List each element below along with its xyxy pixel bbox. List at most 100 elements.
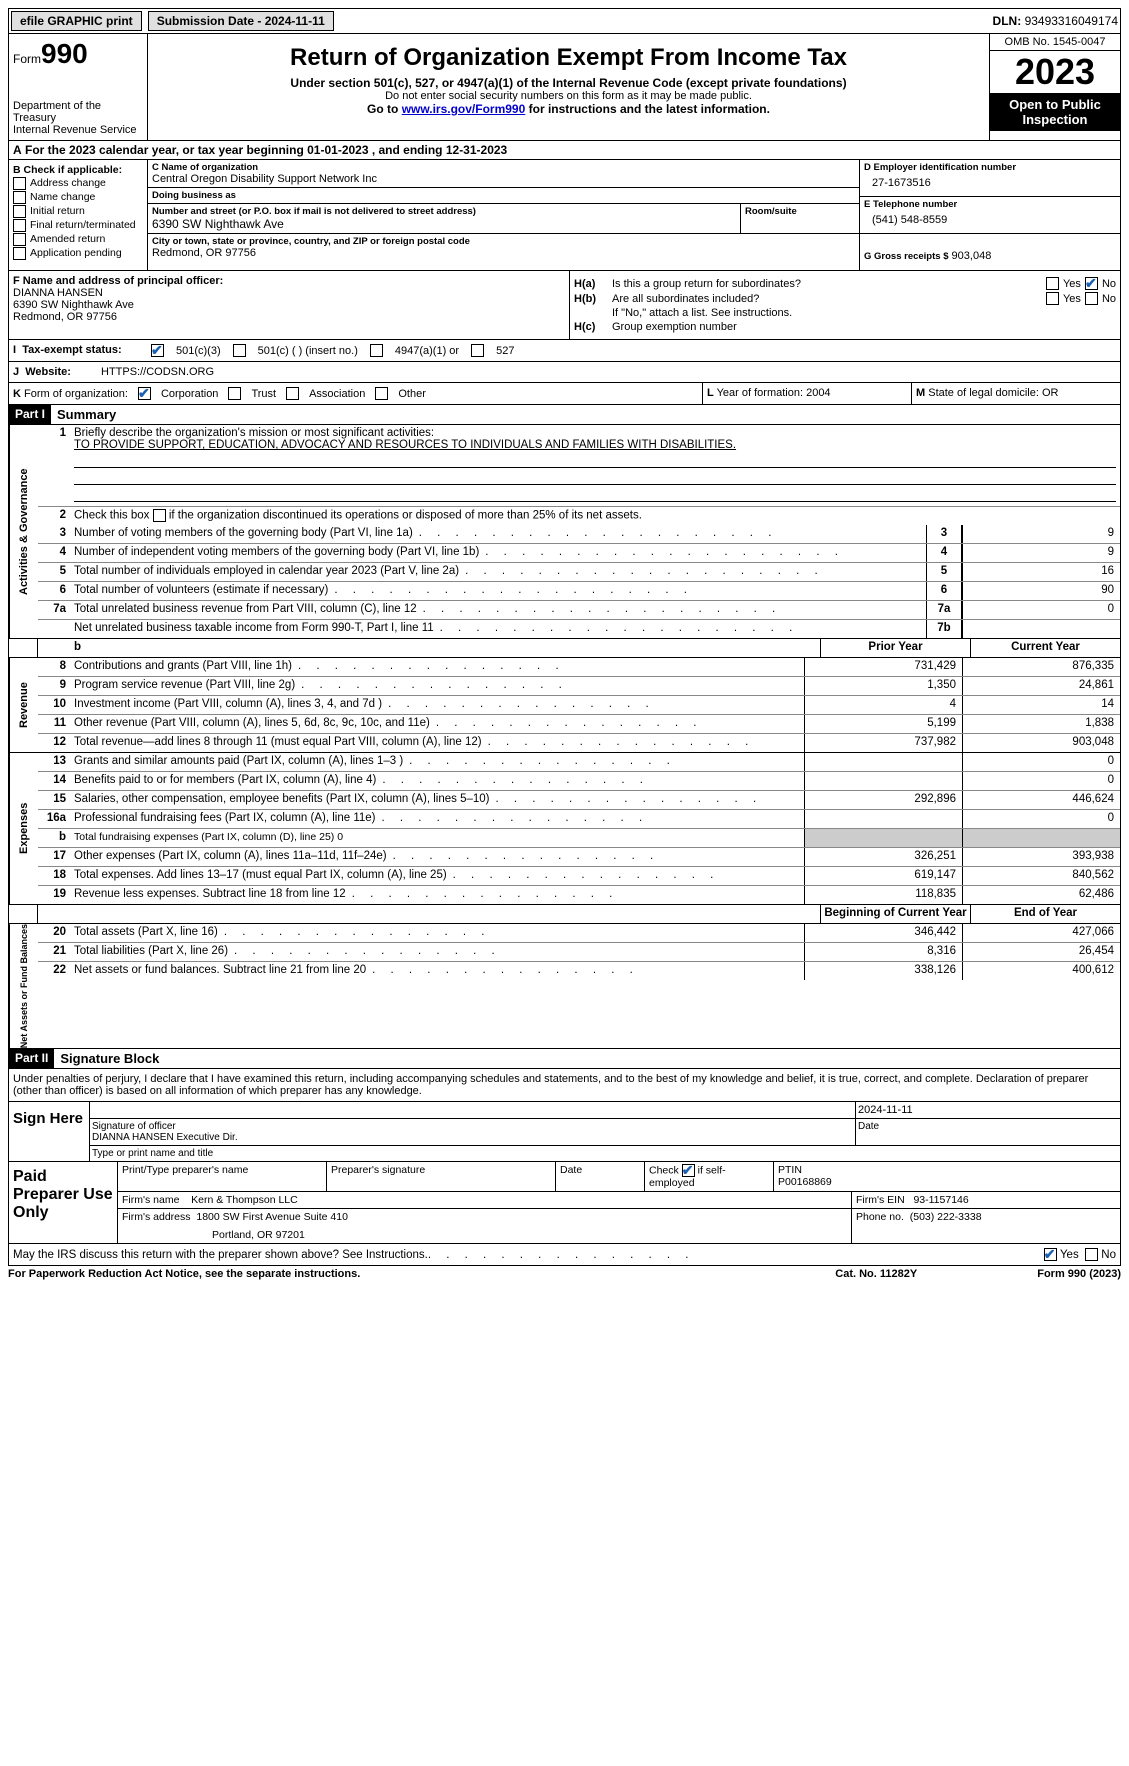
signature-block: Under penalties of perjury, I declare th… — [8, 1069, 1121, 1244]
corp-checkbox[interactable] — [138, 387, 151, 400]
line-num: 3 — [38, 525, 70, 543]
submission-button[interactable]: Submission Date - 2024-11-11 — [148, 11, 334, 31]
line2-num: 2 — [38, 507, 70, 525]
self-employed-checkbox[interactable] — [682, 1164, 695, 1177]
hb-no-checkbox[interactable] — [1085, 292, 1098, 305]
part2-header-row: Part II Signature Block — [8, 1049, 1121, 1069]
line-desc: Total liabilities (Part X, line 26) . . … — [70, 943, 804, 961]
firm-name-label: Firm's name — [122, 1194, 179, 1206]
ein-label: D Employer identification number — [864, 162, 1116, 173]
line-num: 12 — [38, 734, 70, 752]
initial-return-label: Initial return — [30, 205, 85, 217]
instructions-link[interactable]: www.irs.gov/Form990 — [402, 102, 526, 116]
line-desc: Total fundraising expenses (Part IX, col… — [70, 829, 804, 847]
sig-officer-label: Signature of officer — [92, 1121, 853, 1132]
type-print-label: Type or print name and title — [90, 1146, 1120, 1161]
ha-no-checkbox[interactable] — [1085, 277, 1098, 290]
final-return-checkbox[interactable] — [13, 219, 26, 232]
line-desc: Total unrelated business revenue from Pa… — [70, 601, 926, 619]
city-value: Redmond, OR 97756 — [152, 247, 855, 259]
line-desc: Total assets (Part X, line 16) . . . . .… — [70, 924, 804, 942]
discuss-yes-checkbox[interactable] — [1044, 1248, 1057, 1261]
line-desc: Benefits paid to or for members (Part IX… — [70, 772, 804, 790]
line-num: 22 — [38, 962, 70, 980]
line2-text: Check this box — [74, 510, 149, 522]
line-val — [962, 620, 1120, 638]
assoc-checkbox[interactable] — [286, 387, 299, 400]
current-val: 393,938 — [962, 848, 1120, 866]
line-num: 11 — [38, 715, 70, 733]
line-num: 9 — [38, 677, 70, 695]
addr-value: 6390 SW Nighthawk Ave — [152, 217, 736, 231]
hb-label: H(b) — [574, 293, 606, 305]
name-change-checkbox[interactable] — [13, 191, 26, 204]
line-num: 6 — [38, 582, 70, 600]
line-val: 9 — [962, 525, 1120, 543]
domicile: OR — [1042, 387, 1059, 399]
gross-label: G Gross receipts $ — [864, 251, 948, 262]
efile-button[interactable]: efile GRAPHIC print — [11, 11, 142, 31]
print-name-label: Print/Type preparer's name — [118, 1162, 327, 1191]
line-num: 16a — [38, 810, 70, 828]
line-desc: Investment income (Part VIII, column (A)… — [70, 696, 804, 714]
part2-title: Signature Block — [54, 1049, 165, 1068]
501c3-checkbox[interactable] — [151, 344, 164, 357]
hb-yes-checkbox[interactable] — [1046, 292, 1059, 305]
address-change-label: Address change — [30, 177, 106, 189]
form-title: Return of Organization Exempt From Incom… — [154, 44, 983, 72]
line-box: 7a — [926, 601, 962, 619]
line1-num: 1 — [38, 425, 70, 506]
current-val: 1,838 — [962, 715, 1120, 733]
ha-yes-checkbox[interactable] — [1046, 277, 1059, 290]
current-val: 0 — [962, 772, 1120, 790]
side-label-rev: Revenue — [9, 658, 38, 752]
domicile-label: State of legal domicile: — [928, 387, 1039, 399]
header-right: OMB No. 1545-0047 2023 Open to Public In… — [989, 34, 1120, 140]
box-b: B Check if applicable: Address change Na… — [9, 160, 148, 270]
side-label-ag: Activities & Governance — [9, 425, 38, 638]
dba-label: Doing business as — [152, 190, 855, 201]
summary-line: b Total fundraising expenses (Part IX, c… — [38, 828, 1120, 847]
application-pending-checkbox[interactable] — [13, 247, 26, 260]
address-change-checkbox[interactable] — [13, 177, 26, 190]
line-box: 4 — [926, 544, 962, 562]
prior-val: 731,429 — [804, 658, 962, 676]
line-desc: Total revenue—add lines 8 through 11 (mu… — [70, 734, 804, 752]
current-val: 14 — [962, 696, 1120, 714]
header-left: Form990 Department of the Treasury Inter… — [9, 34, 148, 140]
line-val: 90 — [962, 582, 1120, 600]
other-checkbox[interactable] — [375, 387, 388, 400]
4947-label: 4947(a)(1) or — [395, 345, 459, 357]
discuss-row: May the IRS discuss this return with the… — [8, 1244, 1121, 1266]
prior-val: 8,316 — [804, 943, 962, 961]
trust-checkbox[interactable] — [228, 387, 241, 400]
501c-checkbox[interactable] — [233, 344, 246, 357]
line2-checkbox[interactable] — [153, 509, 166, 522]
prep-sig-label: Preparer's signature — [327, 1162, 556, 1191]
side-label-exp: Expenses — [9, 753, 38, 904]
ha-label: H(a) — [574, 278, 606, 290]
line-desc: Total number of volunteers (estimate if … — [70, 582, 926, 600]
prior-val: 737,982 — [804, 734, 962, 752]
prior-val: 338,126 — [804, 962, 962, 980]
4947-checkbox[interactable] — [370, 344, 383, 357]
tax-year-display: 2023 — [990, 51, 1120, 93]
line-num — [38, 620, 70, 638]
irs-label: Internal Revenue Service — [13, 124, 143, 136]
perjury-text: Under penalties of perjury, I declare th… — [9, 1069, 1120, 1101]
part1-label: Part I — [9, 405, 51, 424]
line-num: 13 — [38, 753, 70, 771]
line-desc: Professional fundraising fees (Part IX, … — [70, 810, 804, 828]
prior-val — [804, 772, 962, 790]
prior-val — [804, 753, 962, 771]
amended-return-checkbox[interactable] — [13, 233, 26, 246]
gross-value: 903,048 — [952, 250, 992, 262]
527-checkbox[interactable] — [471, 344, 484, 357]
firm-phone-label: Phone no. — [856, 1211, 904, 1223]
line-desc: Net unrelated business taxable income fr… — [70, 620, 926, 638]
discuss-no-checkbox[interactable] — [1085, 1248, 1098, 1261]
initial-return-checkbox[interactable] — [13, 205, 26, 218]
hc-label: H(c) — [574, 321, 606, 333]
mission-text: TO PROVIDE SUPPORT, EDUCATION, ADVOCACY … — [74, 439, 1116, 451]
website-url: HTTPS://CODSN.ORG — [97, 362, 1120, 382]
